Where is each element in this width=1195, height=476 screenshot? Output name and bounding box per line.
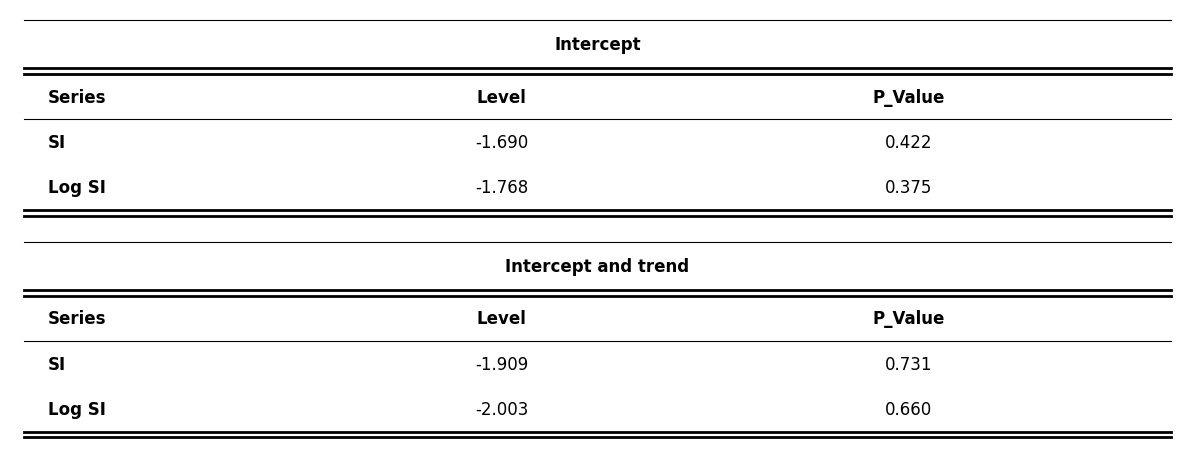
Text: Series: Series bbox=[48, 310, 106, 327]
Text: P_Value: P_Value bbox=[872, 89, 944, 106]
Text: Level: Level bbox=[477, 310, 527, 327]
Text: 0.422: 0.422 bbox=[884, 134, 932, 151]
Text: 0.660: 0.660 bbox=[884, 400, 932, 418]
Text: Level: Level bbox=[477, 89, 527, 106]
Text: P_Value: P_Value bbox=[872, 310, 944, 327]
Text: SI: SI bbox=[48, 134, 66, 151]
Text: 0.375: 0.375 bbox=[884, 179, 932, 197]
Text: -2.003: -2.003 bbox=[476, 400, 528, 418]
Text: Log SI: Log SI bbox=[48, 400, 105, 418]
Text: 0.731: 0.731 bbox=[884, 355, 932, 373]
Text: -1.909: -1.909 bbox=[476, 355, 528, 373]
Text: -1.768: -1.768 bbox=[476, 179, 528, 197]
Text: Log SI: Log SI bbox=[48, 179, 105, 197]
Text: Intercept and trend: Intercept and trend bbox=[505, 258, 690, 276]
Text: Intercept: Intercept bbox=[554, 36, 641, 54]
Text: SI: SI bbox=[48, 355, 66, 373]
Text: Series: Series bbox=[48, 89, 106, 106]
Text: -1.690: -1.690 bbox=[476, 134, 528, 151]
